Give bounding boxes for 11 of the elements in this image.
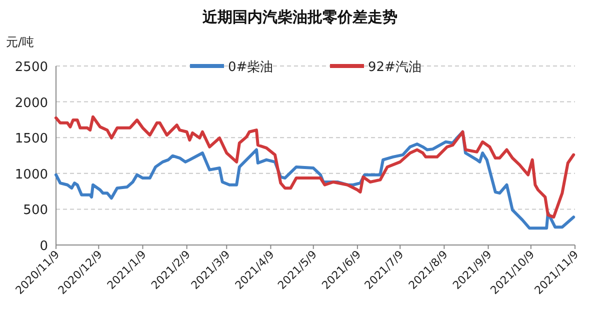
y-tick-label: 1000	[14, 167, 48, 182]
y-tick-label: 0	[40, 239, 48, 254]
y-tick-label: 1500	[14, 132, 48, 147]
legend-label: 92#汽油	[368, 60, 422, 75]
y-tick-label: 2000	[14, 96, 48, 111]
y-tick-label: 500	[23, 203, 48, 218]
chart-title: 近期国内汽柴油批零价差走势	[202, 8, 398, 26]
y-axis-title: 元/吨	[6, 35, 34, 49]
legend-label: 0#柴油	[228, 60, 274, 75]
y-tick-label: 2500	[14, 60, 48, 75]
line-series	[54, 115, 576, 219]
